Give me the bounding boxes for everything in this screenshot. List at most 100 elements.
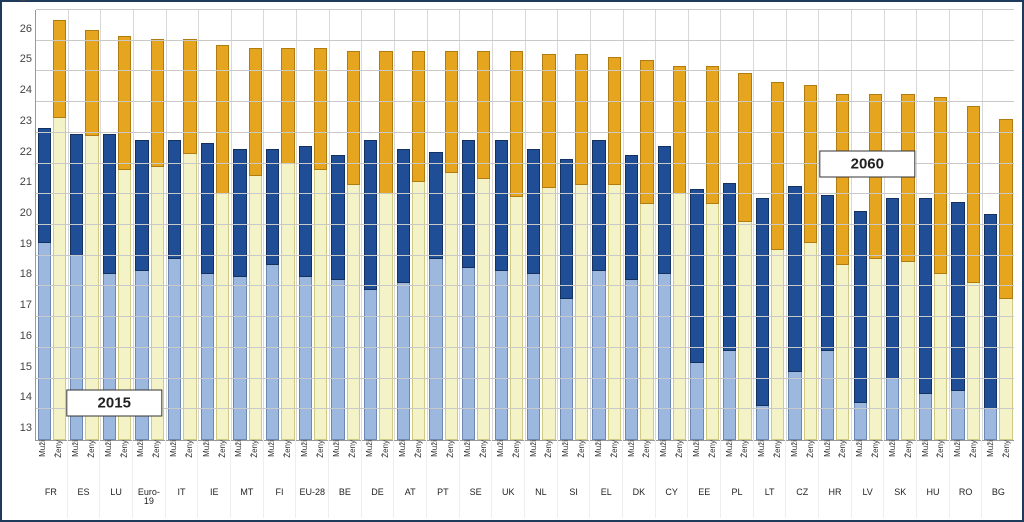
subgroup-label: Muži	[953, 440, 962, 458]
subgroup-label: Muži	[398, 440, 407, 458]
country-group	[950, 10, 983, 440]
subgroup-label: Ženy	[838, 440, 847, 459]
bar-muzi	[690, 10, 703, 440]
country-group	[199, 10, 232, 440]
country-label: EL	[601, 486, 612, 497]
gridline	[36, 316, 1014, 317]
bar-zeny	[804, 10, 817, 440]
segment-muzi-2060	[919, 198, 932, 394]
segment-muzi-2060	[266, 149, 279, 265]
segment-zeny-2060	[85, 30, 98, 136]
x-group: MužiŽenyAT	[394, 440, 427, 518]
x-group: MužiŽenySK	[884, 440, 917, 518]
y-tick-label: 23	[8, 115, 32, 127]
segment-zeny-2060	[836, 94, 849, 265]
segment-zeny-2060	[53, 20, 66, 117]
country-group	[689, 10, 722, 440]
subgroup-label: Muži	[627, 440, 636, 458]
y-tick-label: 24	[8, 84, 32, 96]
subgroup-label: Ženy	[479, 440, 488, 459]
x-group: MužiŽenyLU	[100, 440, 133, 518]
subgroup-label: Ženy	[1002, 440, 1011, 459]
subgroup-label: Muži	[823, 440, 832, 458]
bar-zeny	[771, 10, 784, 440]
country-group	[69, 10, 102, 440]
chart-container: 13141516171819202122232425262720152060 M…	[0, 0, 1024, 522]
bar-zeny	[53, 10, 66, 440]
subgroup-label: Muži	[300, 440, 309, 458]
y-tick-label: 16	[8, 330, 32, 342]
segment-zeny-2015	[771, 248, 784, 440]
bar-muzi	[592, 10, 605, 440]
gridline	[36, 347, 1014, 348]
segment-muzi-2060	[560, 159, 573, 299]
bar-zeny	[673, 10, 686, 440]
y-tick-label: 17	[8, 299, 32, 311]
bar-muzi	[495, 10, 508, 440]
x-group: MužiŽenyPT	[427, 440, 460, 518]
segment-muzi-2015	[495, 269, 508, 440]
segment-muzi-2060	[951, 202, 964, 391]
subgroup-label: Ženy	[969, 440, 978, 459]
x-group: MužiŽenyHU	[917, 440, 950, 518]
segment-muzi-2015	[462, 266, 475, 440]
segment-muzi-2015	[919, 392, 932, 440]
subgroup-label: Muži	[986, 440, 995, 458]
country-label: BE	[339, 486, 351, 497]
subgroup-label: Ženy	[610, 440, 619, 459]
country-group	[787, 10, 820, 440]
bar-muzi	[397, 10, 410, 440]
y-tick-label: 15	[8, 361, 32, 373]
subgroup-label: Ženy	[544, 440, 553, 459]
country-group	[917, 10, 950, 440]
bar-muzi	[919, 10, 932, 440]
bar-muzi	[462, 10, 475, 440]
bar-groups	[36, 10, 1014, 440]
segment-muzi-2015	[429, 257, 442, 440]
subgroup-label: Ženy	[512, 440, 521, 459]
bar-muzi	[38, 10, 51, 440]
segment-muzi-2015	[658, 272, 671, 440]
subgroup-label: Muži	[659, 440, 668, 458]
x-group: MužiŽenyCZ	[786, 440, 819, 518]
bar-muzi	[299, 10, 312, 440]
segment-muzi-2060	[756, 198, 769, 406]
segment-muzi-2015	[854, 401, 867, 440]
subgroup-label: Muži	[921, 440, 930, 458]
subgroup-label: Muži	[234, 440, 243, 458]
country-group	[493, 10, 526, 440]
bar-zeny	[869, 10, 882, 440]
bar-zeny	[738, 10, 751, 440]
segment-muzi-2060	[821, 195, 834, 351]
country-label: EU-28	[299, 486, 325, 497]
bar-zeny	[412, 10, 425, 440]
segment-muzi-2015	[690, 361, 703, 440]
subgroup-label: Ženy	[936, 440, 945, 459]
country-group	[330, 10, 363, 440]
x-group: MužiŽenyBG	[982, 440, 1014, 518]
subgroup-label: Muži	[561, 440, 570, 458]
bar-muzi	[364, 10, 377, 440]
y-tick-label: 26	[8, 23, 32, 35]
country-label: NL	[535, 486, 547, 497]
gridline	[36, 40, 1014, 41]
segment-muzi-2015	[168, 257, 181, 440]
subgroup-label: Ženy	[446, 440, 455, 459]
bar-muzi	[854, 10, 867, 440]
bar-muzi	[723, 10, 736, 440]
x-group: MužiŽenyIT	[166, 440, 199, 518]
country-group	[297, 10, 330, 440]
segment-muzi-2060	[625, 155, 638, 280]
country-group	[721, 10, 754, 440]
gridline	[36, 101, 1014, 102]
country-label: LU	[110, 486, 122, 497]
subgroup-label: Ženy	[577, 440, 586, 459]
segment-muzi-2015	[560, 297, 573, 440]
country-label: DK	[633, 486, 646, 497]
country-group	[526, 10, 559, 440]
x-group: MužiŽenyIE	[198, 440, 231, 518]
country-label: FI	[276, 486, 284, 497]
subgroup-label: Ženy	[316, 440, 325, 459]
segment-muzi-2015	[756, 404, 769, 440]
x-group: MužiŽenyFI	[264, 440, 297, 518]
